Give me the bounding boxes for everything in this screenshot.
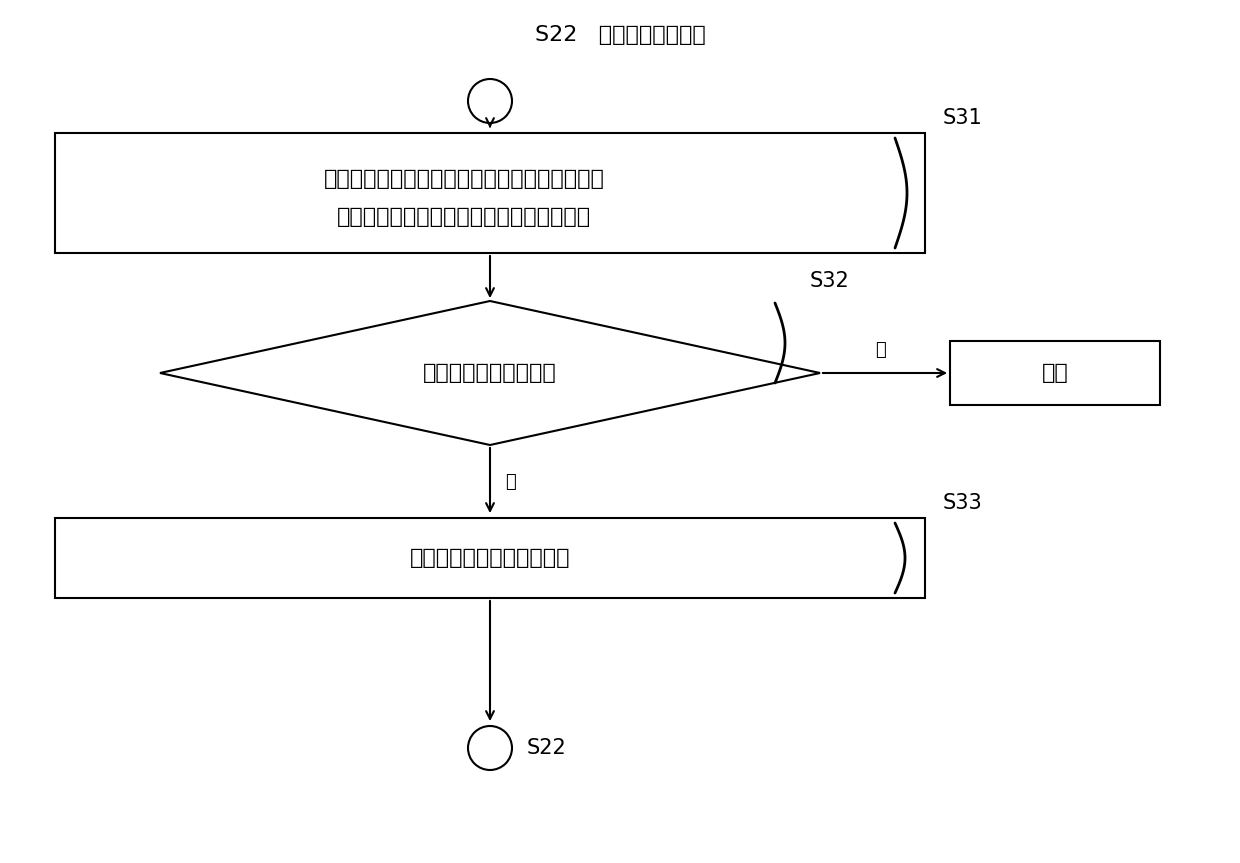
Bar — [950, 341, 1159, 405]
Text: 结束: 结束 — [1042, 363, 1069, 383]
Text: S31: S31 — [942, 108, 983, 128]
Text: 并将待处理集合更新为已删除元素后的集合: 并将待处理集合更新为已删除元素后的集合 — [337, 207, 591, 227]
Bar — [55, 518, 925, 598]
Text: S32: S32 — [810, 271, 849, 291]
Text: 从待处理集合中删除匹配成功的集合中的元素，: 从待处理集合中删除匹配成功的集合中的元素， — [324, 168, 604, 189]
Text: S33: S33 — [942, 493, 983, 513]
Text: 是: 是 — [874, 341, 885, 359]
Text: 选择待处理集合的一个子集: 选择待处理集合的一个子集 — [409, 548, 570, 568]
Text: 否: 否 — [505, 473, 516, 490]
Text: 待处理集合是否为空？: 待处理集合是否为空？ — [423, 363, 557, 383]
Text: S22   （当匹配成功时）: S22 （当匹配成功时） — [534, 25, 706, 45]
Bar — [55, 133, 925, 253]
Text: S22: S22 — [527, 738, 567, 758]
